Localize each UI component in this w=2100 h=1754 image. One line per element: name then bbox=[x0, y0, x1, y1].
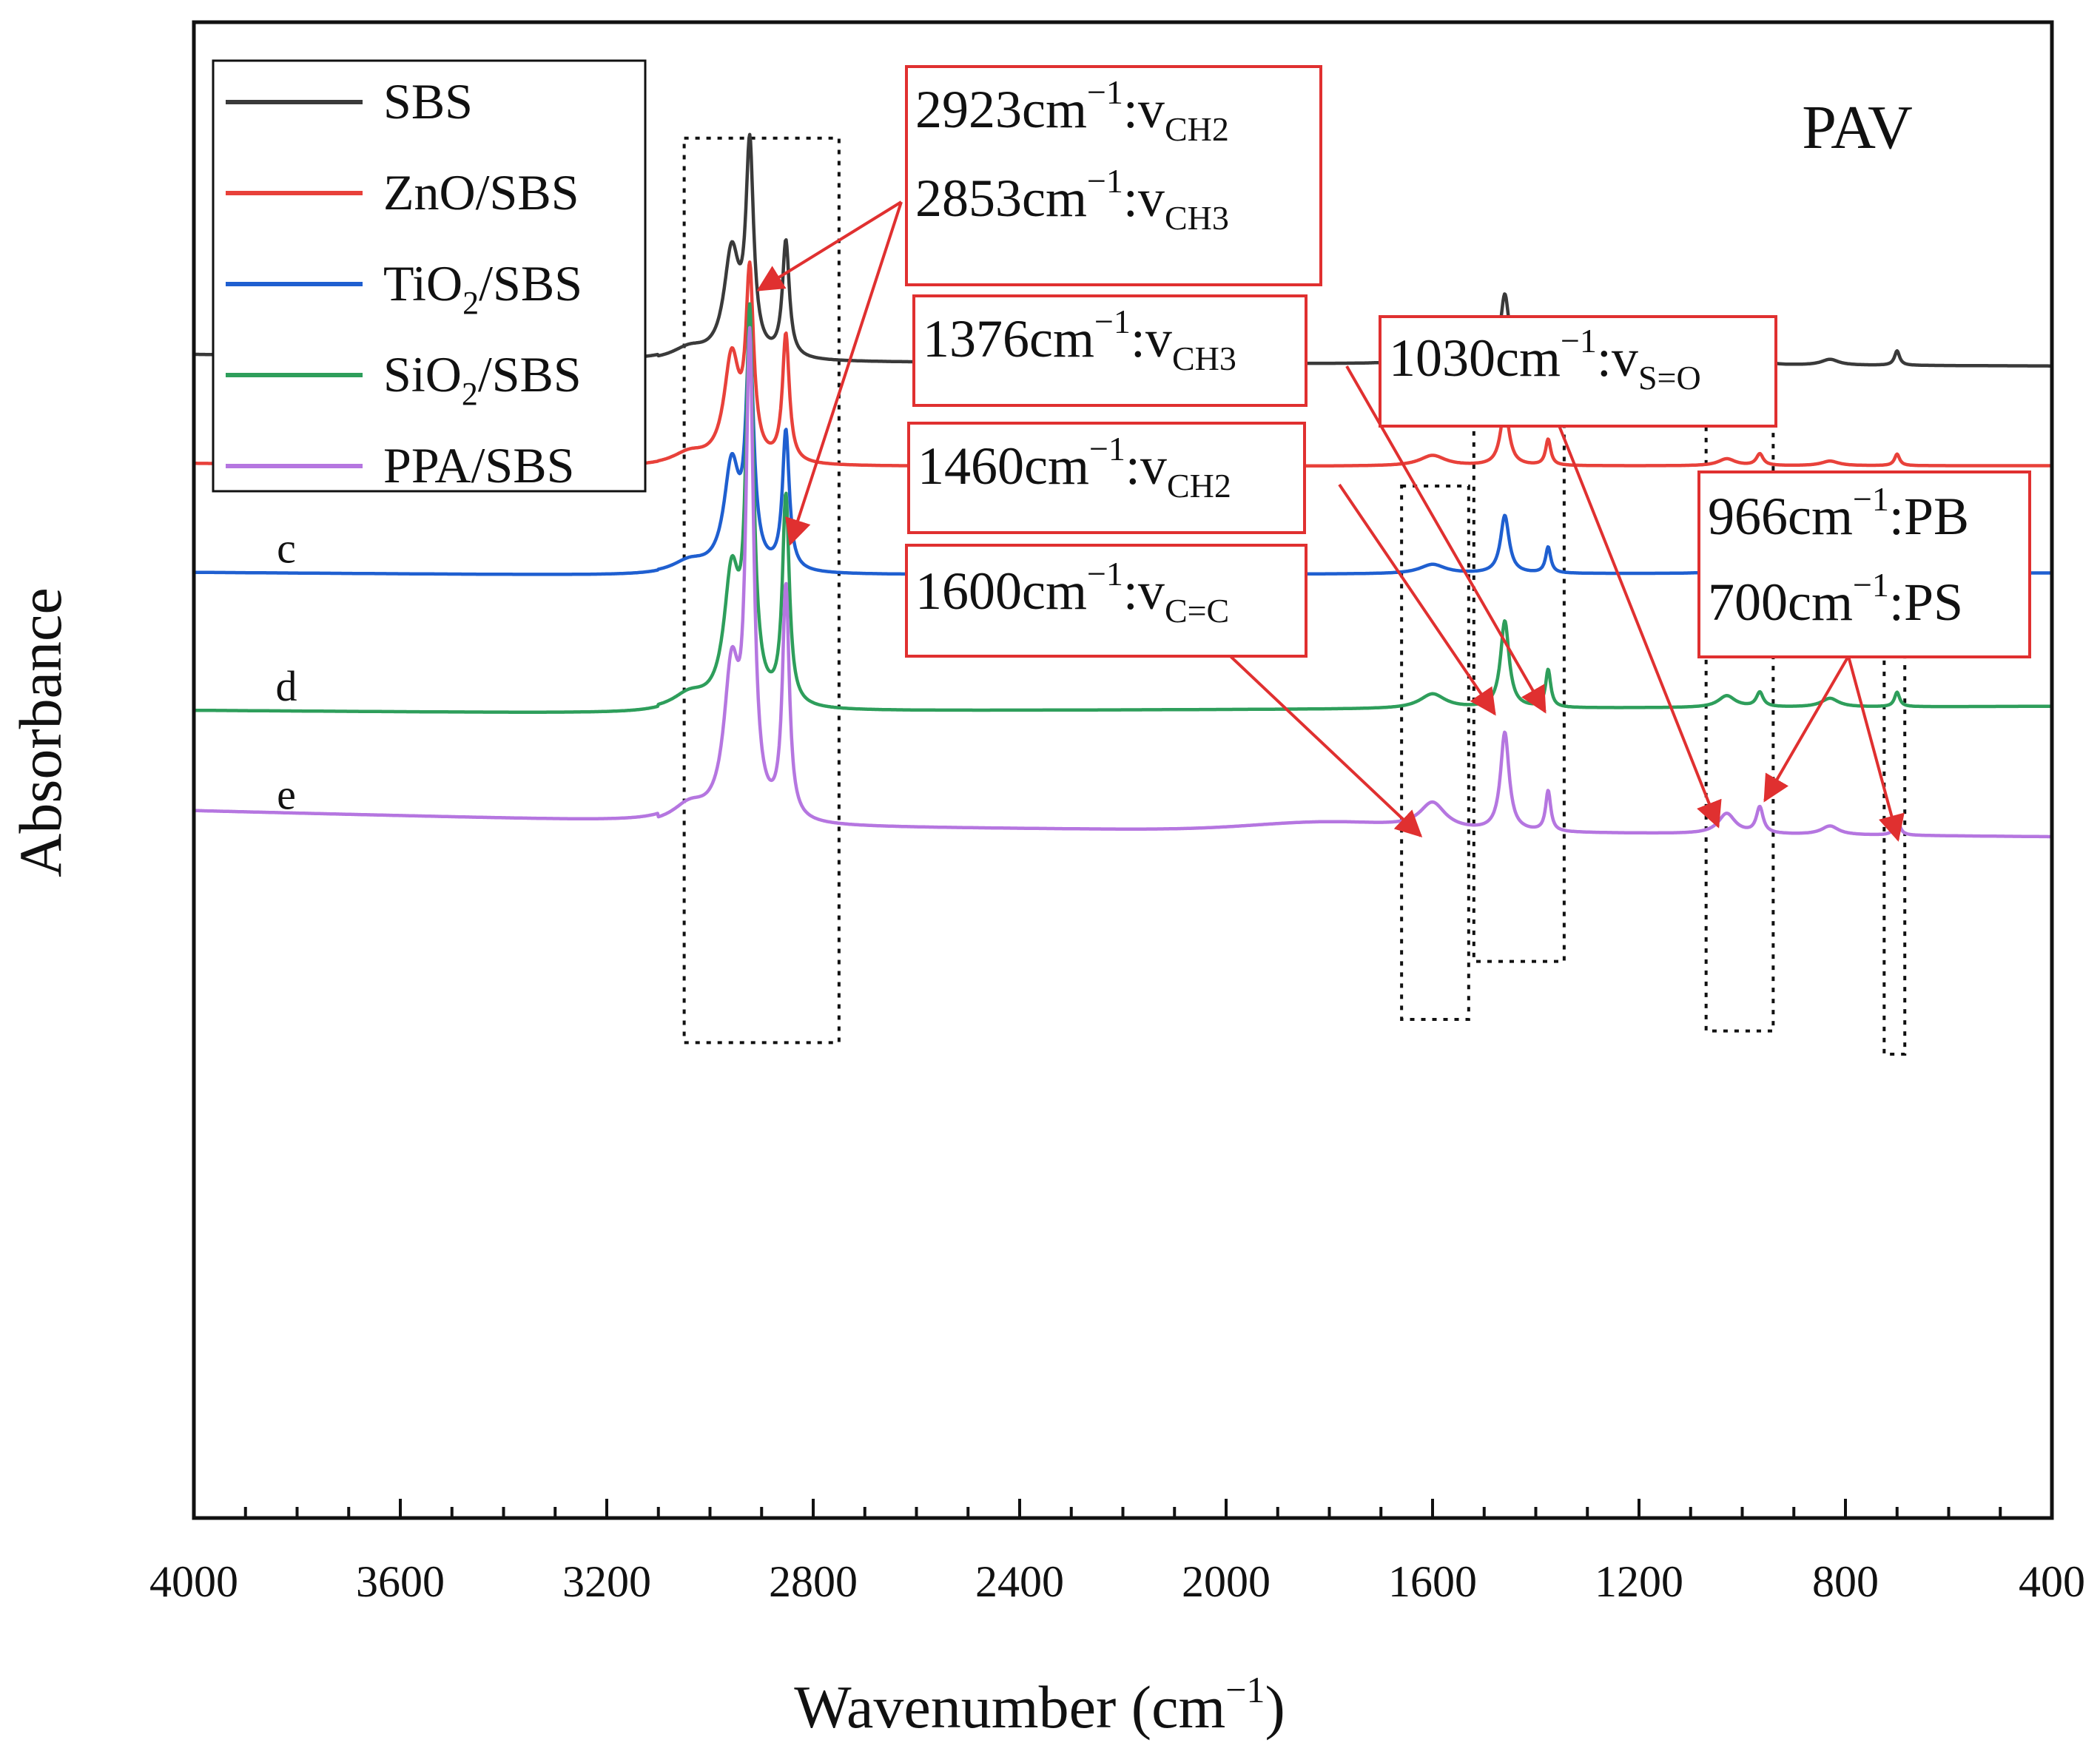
legend-label: SiO2/SBS bbox=[383, 346, 582, 412]
x-tick-label: 2800 bbox=[769, 1557, 858, 1606]
highlight-box-1 bbox=[682, 136, 841, 1045]
x-tick-label: 3200 bbox=[562, 1557, 651, 1606]
series-line-d bbox=[192, 302, 2053, 714]
y-axis-label: Absorbance bbox=[7, 587, 74, 877]
x-tick-label: 2000 bbox=[1182, 1557, 1271, 1606]
annotation-text: 966cm−1:PB bbox=[1708, 480, 1969, 546]
x-axis-label: Wavenumber (cm−1) bbox=[794, 1669, 1285, 1741]
series-line-e bbox=[192, 325, 2053, 839]
legend: SBS ZnO/SBS TiO2/SBS SiO2/SBS PPA/SBS bbox=[212, 59, 647, 493]
highlight-box-2 bbox=[1400, 484, 1470, 1021]
annotation-arrow bbox=[1541, 384, 1722, 829]
annotation-arrow bbox=[1338, 483, 1496, 716]
annotation-arrows bbox=[756, 200, 1905, 842]
legend-label: ZnO/SBS bbox=[383, 164, 579, 220]
legend-label: PPA/SBS bbox=[383, 437, 574, 493]
annotation-text: 1376cm−1:vCH3 bbox=[923, 303, 1236, 377]
legend-label: TiO2/SBS bbox=[383, 255, 582, 321]
series-letter-c: c bbox=[277, 524, 296, 572]
annotation-box-966 bbox=[1697, 470, 2031, 658]
x-tick-label: 3600 bbox=[356, 1557, 445, 1606]
annotation-text: 1600cm−1:vC=C bbox=[915, 555, 1229, 630]
annotation-box-1030 bbox=[1379, 315, 1777, 428]
annotation-text: 1030cm−1:vS=O bbox=[1389, 322, 1701, 397]
x-tick-label: 1600 bbox=[1388, 1557, 1477, 1606]
annotation-arrow bbox=[1847, 655, 1905, 842]
annotation-box-2923 bbox=[905, 65, 1322, 286]
annotation-arrow bbox=[756, 200, 903, 291]
annotation-text: 2853cm−1:vCH3 bbox=[915, 162, 1229, 237]
x-tick-label: 4000 bbox=[149, 1557, 238, 1606]
chart-title: PAV bbox=[1802, 93, 1913, 162]
annotation-text: 2923cm−1:vCH2 bbox=[915, 73, 1229, 148]
legend-box bbox=[212, 59, 647, 493]
x-tick-label: 1200 bbox=[1595, 1557, 1683, 1606]
annotation-arrow bbox=[785, 201, 903, 546]
annotation-text: 1460cm−1:vCH2 bbox=[918, 430, 1231, 505]
series-letter-e: e bbox=[277, 771, 296, 819]
x-tick-label: 2400 bbox=[975, 1557, 1064, 1606]
annotation-box-1376 bbox=[912, 294, 1308, 407]
x-tick-label: 800 bbox=[1812, 1557, 1879, 1606]
annotation-box-1460 bbox=[907, 422, 1306, 534]
series-letter-d: d bbox=[276, 662, 297, 710]
annotation-box-1600 bbox=[905, 544, 1308, 658]
x-tick-label: 400 bbox=[2019, 1557, 2085, 1606]
legend-label: SBS bbox=[383, 73, 473, 129]
axes: 4000 3600 3200 2800 2400 2000 1600 1200 800 400 Wa… bbox=[7, 20, 2085, 1741]
annotation-arrow bbox=[1219, 646, 1423, 838]
annotation-arrow bbox=[1763, 655, 1850, 803]
annotation-text: 700cm−1:PS bbox=[1708, 566, 1963, 632]
annotation-labels: PAV 2923cm−1:vCH2 2853cm−1:vCH3 1376cm−1:vC… bbox=[905, 65, 2031, 658]
